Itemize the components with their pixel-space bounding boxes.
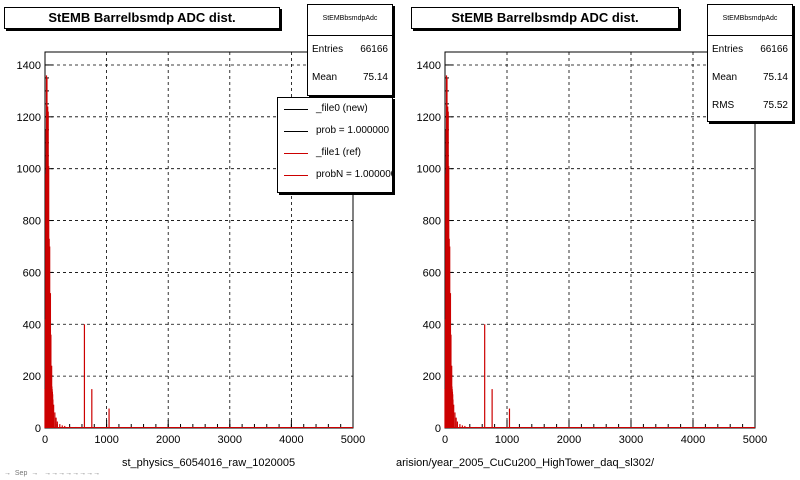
- left-y-tick-label: 1400: [17, 60, 41, 72]
- left-stats-mean-label: Mean: [312, 72, 338, 83]
- footer-text: → Sep → →→→→→→→→: [4, 470, 101, 477]
- right-stats-name: StEMBbsmdpAdc: [708, 5, 792, 36]
- right-x-tick-label: 4000: [681, 434, 705, 446]
- right-x-tick-label: 1000: [495, 434, 519, 446]
- right-x-tick-label: 2000: [557, 434, 581, 446]
- right-stats-entries-value: 66166: [760, 44, 788, 55]
- left-y-tick-label: 200: [23, 371, 41, 383]
- right-stats-mean-value: 75.14: [762, 72, 788, 83]
- left-plot-title: StEMB Barrelbsmdp ADC dist.: [48, 10, 236, 25]
- right-plot-title: StEMB Barrelbsmdp ADC dist.: [451, 10, 639, 25]
- left-x-tick-label: 1000: [94, 434, 118, 446]
- right-y-tick-label: 0: [435, 423, 441, 435]
- left-x-tick-label: 0: [42, 434, 48, 446]
- left-stats-entries-label: Entries: [312, 44, 344, 55]
- left-y-tick-label: 0: [35, 423, 41, 435]
- right-y-tick-label: 1400: [417, 60, 441, 72]
- right-x-tick-label: 3000: [619, 434, 643, 446]
- legend-swatch-file0: [284, 109, 308, 110]
- left-stats-mean-value: 75.14: [362, 72, 388, 83]
- right-x-tick-label: 5000: [743, 434, 767, 446]
- left-title-box: StEMB Barrelbsmdp ADC dist.: [4, 7, 280, 29]
- legend-label-prob: prob = 1.000000: [316, 125, 390, 136]
- left-stats-row-mean: Mean 75.14: [308, 64, 392, 92]
- left-stats-name: StEMBbsmdpAdc: [308, 5, 392, 36]
- legend-label-file1: _file1 (ref): [316, 147, 362, 158]
- left-y-tick-label: 1000: [17, 164, 41, 176]
- legend-entry-file1: _file1 (ref): [278, 142, 392, 164]
- legend-swatch-prob: [284, 131, 308, 132]
- right-stats-row-mean: Mean 75.14: [708, 64, 792, 92]
- right-plot-frame: [444, 51, 756, 429]
- right-stats-row-rms: RMS 75.52: [708, 92, 792, 120]
- right-stats-rms-value: 75.52: [762, 100, 788, 111]
- legend-swatch-file1: [284, 153, 308, 154]
- legend-entry-prob: prob = 1.000000: [278, 120, 392, 142]
- right-y-tick-label: 600: [423, 267, 441, 279]
- right-stats-entries-label: Entries: [712, 44, 744, 55]
- right-y-tick-label: 200: [423, 371, 441, 383]
- right-stats-mean-label: Mean: [712, 72, 738, 83]
- left-stats-row-entries: Entries 66166: [308, 36, 392, 64]
- left-x-axis-title: st_physics_6054016_raw_1020005: [122, 457, 296, 469]
- left-x-tick-label: 5000: [341, 434, 365, 446]
- right-y-tick-label: 800: [423, 216, 441, 228]
- right-y-tick-label: 1000: [417, 164, 441, 176]
- left-y-tick-label: 400: [23, 319, 41, 331]
- legend-label-file0: _file0 (new): [316, 103, 368, 114]
- right-stats-box: StEMBbsmdpAdc Entries 66166 Mean 75.14 R…: [707, 4, 793, 122]
- left-stats-entries-value: 66166: [360, 44, 388, 55]
- left-stats-box: StEMBbsmdpAdc Entries 66166 Mean 75.14: [307, 4, 393, 96]
- right-y-tick-label: 400: [423, 319, 441, 331]
- legend-swatch-probn: [284, 175, 308, 176]
- right-y-tick-label: 1200: [417, 112, 441, 124]
- left-y-tick-label: 1200: [17, 112, 41, 124]
- left-y-tick-label: 800: [23, 216, 41, 228]
- right-x-tick-label: 0: [442, 434, 448, 446]
- legend-label-probn: probN = 1.000000: [316, 169, 393, 180]
- right-x-axis-title: arision/year_2005_CuCu200_HighTower_daq_…: [396, 457, 655, 469]
- left-x-tick-label: 4000: [279, 434, 303, 446]
- right-title-box: StEMB Barrelbsmdp ADC dist.: [411, 7, 679, 29]
- legend-entry-file0: _file0 (new): [278, 98, 392, 120]
- left-x-tick-label: 2000: [156, 434, 180, 446]
- right-stats-rms-label: RMS: [712, 100, 735, 111]
- left-legend-box: _file0 (new) prob = 1.000000 _file1 (ref…: [277, 97, 393, 193]
- legend-entry-probn: probN = 1.000000: [278, 164, 392, 186]
- left-x-tick-label: 3000: [218, 434, 242, 446]
- right-stats-row-entries: Entries 66166: [708, 36, 792, 64]
- left-y-tick-label: 600: [23, 267, 41, 279]
